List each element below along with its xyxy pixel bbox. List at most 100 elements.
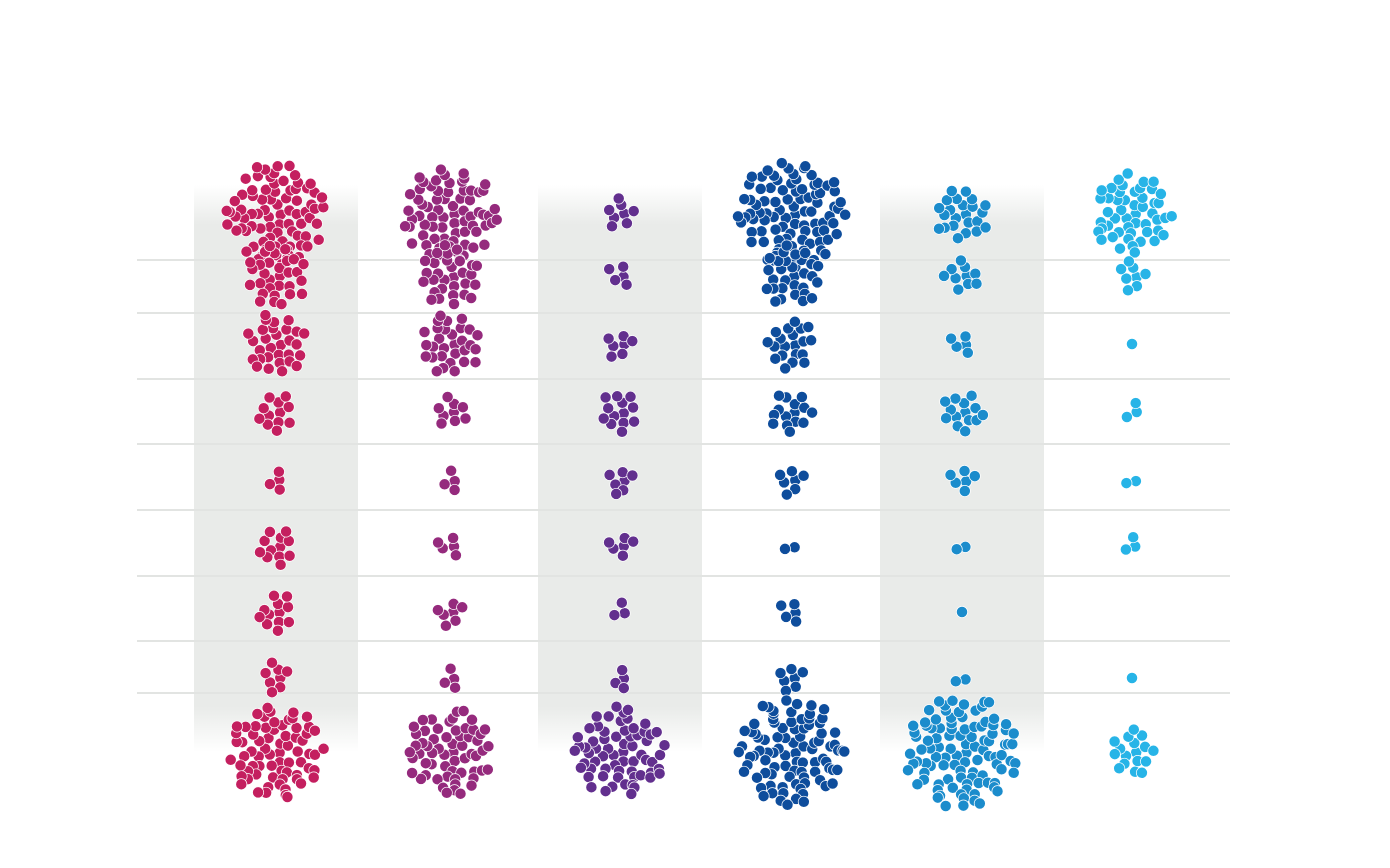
data-dot	[965, 389, 978, 402]
data-dot	[273, 483, 286, 496]
data-dot	[416, 714, 429, 726]
data-dot	[262, 362, 275, 375]
data-dot	[761, 164, 774, 177]
data-dot	[420, 339, 433, 352]
data-dot	[612, 192, 625, 205]
dot-cluster	[253, 390, 296, 437]
data-dot	[618, 607, 631, 620]
dot-cluster	[902, 694, 1022, 812]
data-dot	[440, 786, 453, 799]
data-dot	[270, 424, 283, 437]
data-dot	[249, 720, 262, 733]
data-dot	[441, 391, 454, 403]
dot-cluster	[761, 315, 818, 375]
data-dot	[956, 606, 968, 618]
data-dot	[829, 726, 842, 739]
data-dot	[438, 478, 451, 491]
data-dot	[789, 248, 802, 261]
data-dot	[295, 274, 308, 287]
data-dot	[760, 282, 773, 295]
dot-cluster	[938, 254, 983, 296]
dot-cluster	[950, 540, 972, 556]
data-dot	[617, 682, 630, 695]
data-dot	[812, 260, 825, 273]
data-dot	[253, 611, 266, 624]
data-dot	[961, 346, 974, 359]
data-dot	[599, 391, 612, 404]
data-dot	[1140, 755, 1152, 768]
data-dot	[995, 763, 1008, 776]
data-dot	[239, 172, 252, 185]
data-dot	[775, 599, 788, 612]
data-dot	[626, 469, 639, 482]
data-dot	[599, 785, 612, 798]
data-dot	[1128, 246, 1141, 259]
data-dot	[479, 723, 491, 736]
data-dot	[431, 604, 444, 617]
data-dot	[469, 343, 482, 356]
data-dot	[287, 706, 300, 719]
data-dot	[438, 239, 451, 252]
data-dot	[769, 326, 782, 339]
data-dot	[612, 771, 625, 784]
data-dot	[774, 667, 787, 680]
dot-cluster	[1115, 255, 1152, 297]
dot-cluster	[603, 466, 639, 500]
data-dot	[1113, 762, 1126, 775]
data-dot	[404, 188, 417, 201]
data-dot	[626, 335, 639, 348]
data-dot	[973, 797, 986, 810]
data-dot	[970, 277, 983, 290]
dot-cluster	[224, 701, 330, 803]
data-dot	[922, 734, 934, 747]
data-dot	[603, 468, 616, 481]
data-dot	[781, 798, 794, 811]
data-dot	[602, 402, 615, 415]
data-dot	[1141, 226, 1154, 238]
data-dot	[279, 730, 292, 742]
data-dot	[266, 656, 278, 669]
data-dot	[279, 243, 292, 256]
data-dot	[297, 258, 310, 271]
data-dot	[610, 730, 623, 743]
data-dot	[830, 228, 843, 241]
data-dot	[431, 773, 444, 786]
dot-cluster	[956, 606, 968, 618]
data-dot	[616, 425, 628, 438]
data-dot	[785, 706, 798, 719]
data-dot	[240, 245, 253, 258]
data-dot	[617, 260, 630, 273]
data-dot	[624, 390, 637, 403]
dot-cluster	[1108, 723, 1160, 779]
dot-cluster	[1120, 475, 1142, 490]
data-dot	[465, 292, 478, 304]
data-dot	[438, 676, 451, 689]
data-dot	[802, 321, 815, 333]
data-dot	[1137, 175, 1150, 188]
data-dot	[415, 772, 427, 785]
data-dot	[979, 199, 992, 212]
data-dot	[585, 781, 598, 794]
data-dot	[419, 350, 432, 363]
dot-cluster	[263, 465, 286, 496]
data-dot	[775, 157, 788, 170]
data-dot	[431, 722, 444, 735]
data-dot	[281, 590, 293, 603]
data-dot	[445, 464, 458, 477]
data-dot	[957, 799, 970, 812]
data-dot	[939, 395, 952, 408]
data-dot	[457, 705, 470, 717]
data-dot	[958, 698, 970, 711]
data-dot	[432, 536, 445, 549]
data-dot	[902, 764, 914, 777]
data-dot	[946, 781, 959, 794]
data-dot	[478, 238, 491, 251]
data-dot	[295, 217, 308, 230]
data-dot	[1007, 727, 1020, 740]
data-dot	[597, 412, 610, 425]
dot-cluster	[438, 662, 462, 694]
data-dot	[738, 765, 750, 778]
data-dot	[1139, 268, 1152, 280]
data-dot	[261, 418, 274, 431]
data-dot	[627, 722, 640, 735]
